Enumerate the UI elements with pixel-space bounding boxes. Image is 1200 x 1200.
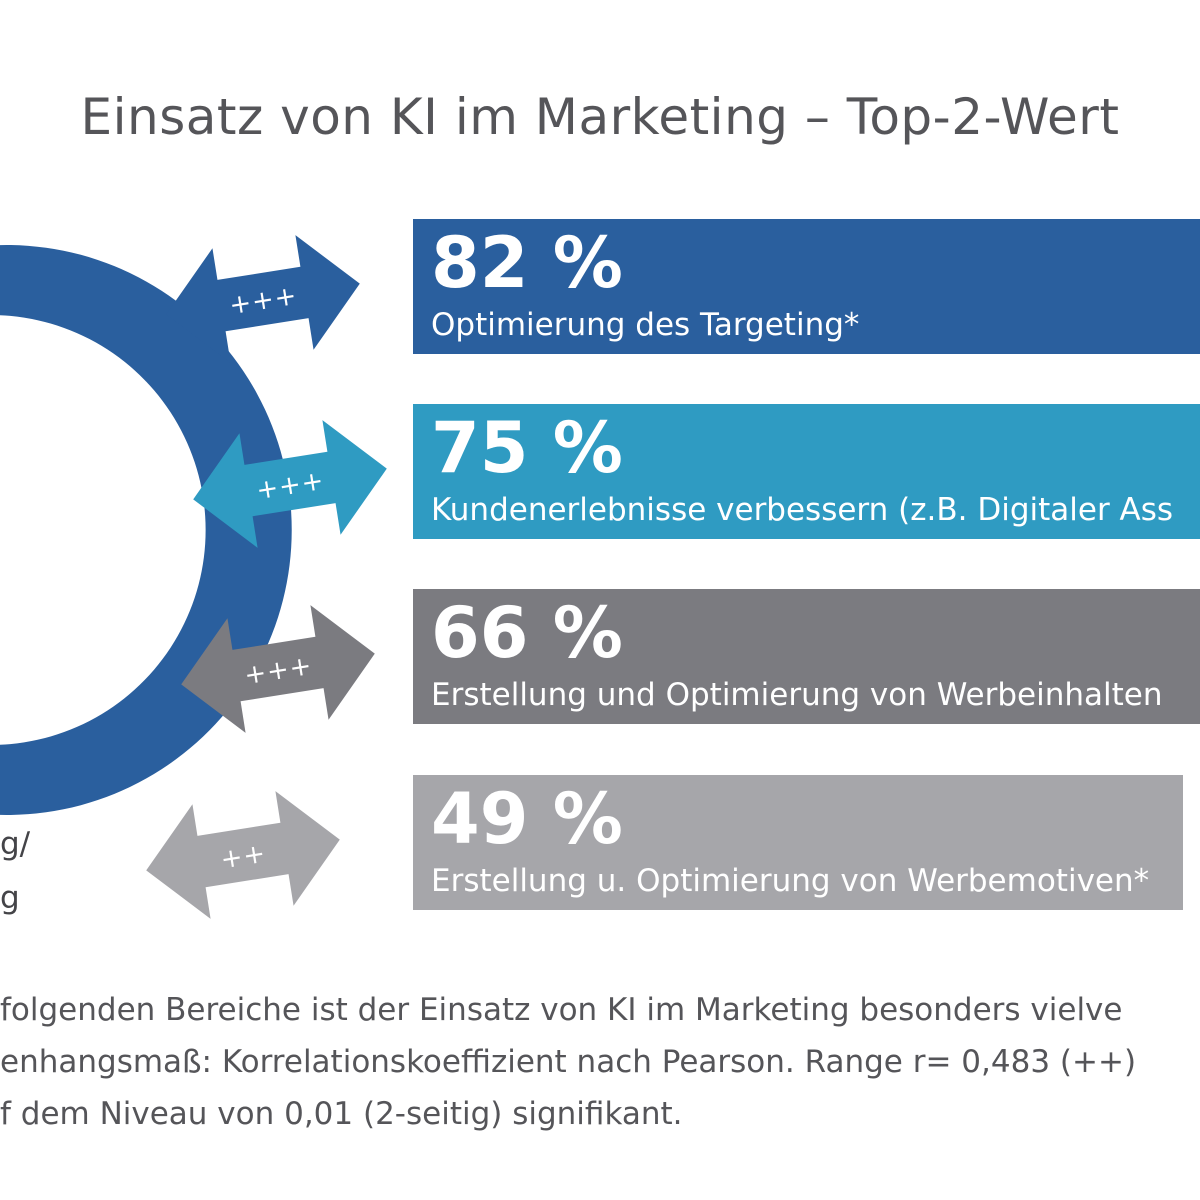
footnote-line-3: f dem Niveau von 0,01 (2-seitig) signifi… xyxy=(0,1096,683,1132)
left-label-line-1: g/ xyxy=(0,826,31,862)
bar-value-label: 49 % xyxy=(431,778,623,860)
footnote-line-2: enhangsmaß: Korrelationskoeffizient nach… xyxy=(0,1044,1137,1080)
bar: 82 % Optimierung des Targeting* xyxy=(413,219,1200,354)
bar-value-label: 75 % xyxy=(431,407,623,489)
footnote: folgenden Bereiche ist der Einsatz von K… xyxy=(0,984,1200,1140)
bar-value-label: 82 % xyxy=(431,222,623,304)
bar-category-label: Erstellung u. Optimierung von Werbemotiv… xyxy=(431,863,1150,899)
bar: 49 % Erstellung u. Optimierung von Werbem… xyxy=(413,775,1183,910)
left-label-line-2: g xyxy=(0,880,20,916)
correlation-arrow: +++ xyxy=(181,605,375,733)
correlation-marker: ++ xyxy=(218,839,268,876)
bar-category-label: Kundenerlebnisse verbessern (z.B. Digita… xyxy=(431,492,1174,528)
correlation-arrow: +++ xyxy=(166,235,360,363)
bar-category-label: Erstellung und Optimierung von Werbeinha… xyxy=(431,677,1163,713)
bar-category-label: Optimierung des Targeting* xyxy=(431,307,860,343)
chart-title: Einsatz von KI im Marketing – Top-2-Wert xyxy=(80,88,1120,146)
bar: 66 % Erstellung und Optimierung von Werbe… xyxy=(413,589,1200,724)
correlation-arrow: +++ xyxy=(193,420,387,548)
footnote-line-1: folgenden Bereiche ist der Einsatz von K… xyxy=(0,992,1123,1028)
bar-value-label: 66 % xyxy=(431,592,623,674)
correlation-arrow: ++ xyxy=(146,791,340,919)
bar: 75 % Kundenerlebnisse verbessern (z.B. Di… xyxy=(413,404,1200,539)
